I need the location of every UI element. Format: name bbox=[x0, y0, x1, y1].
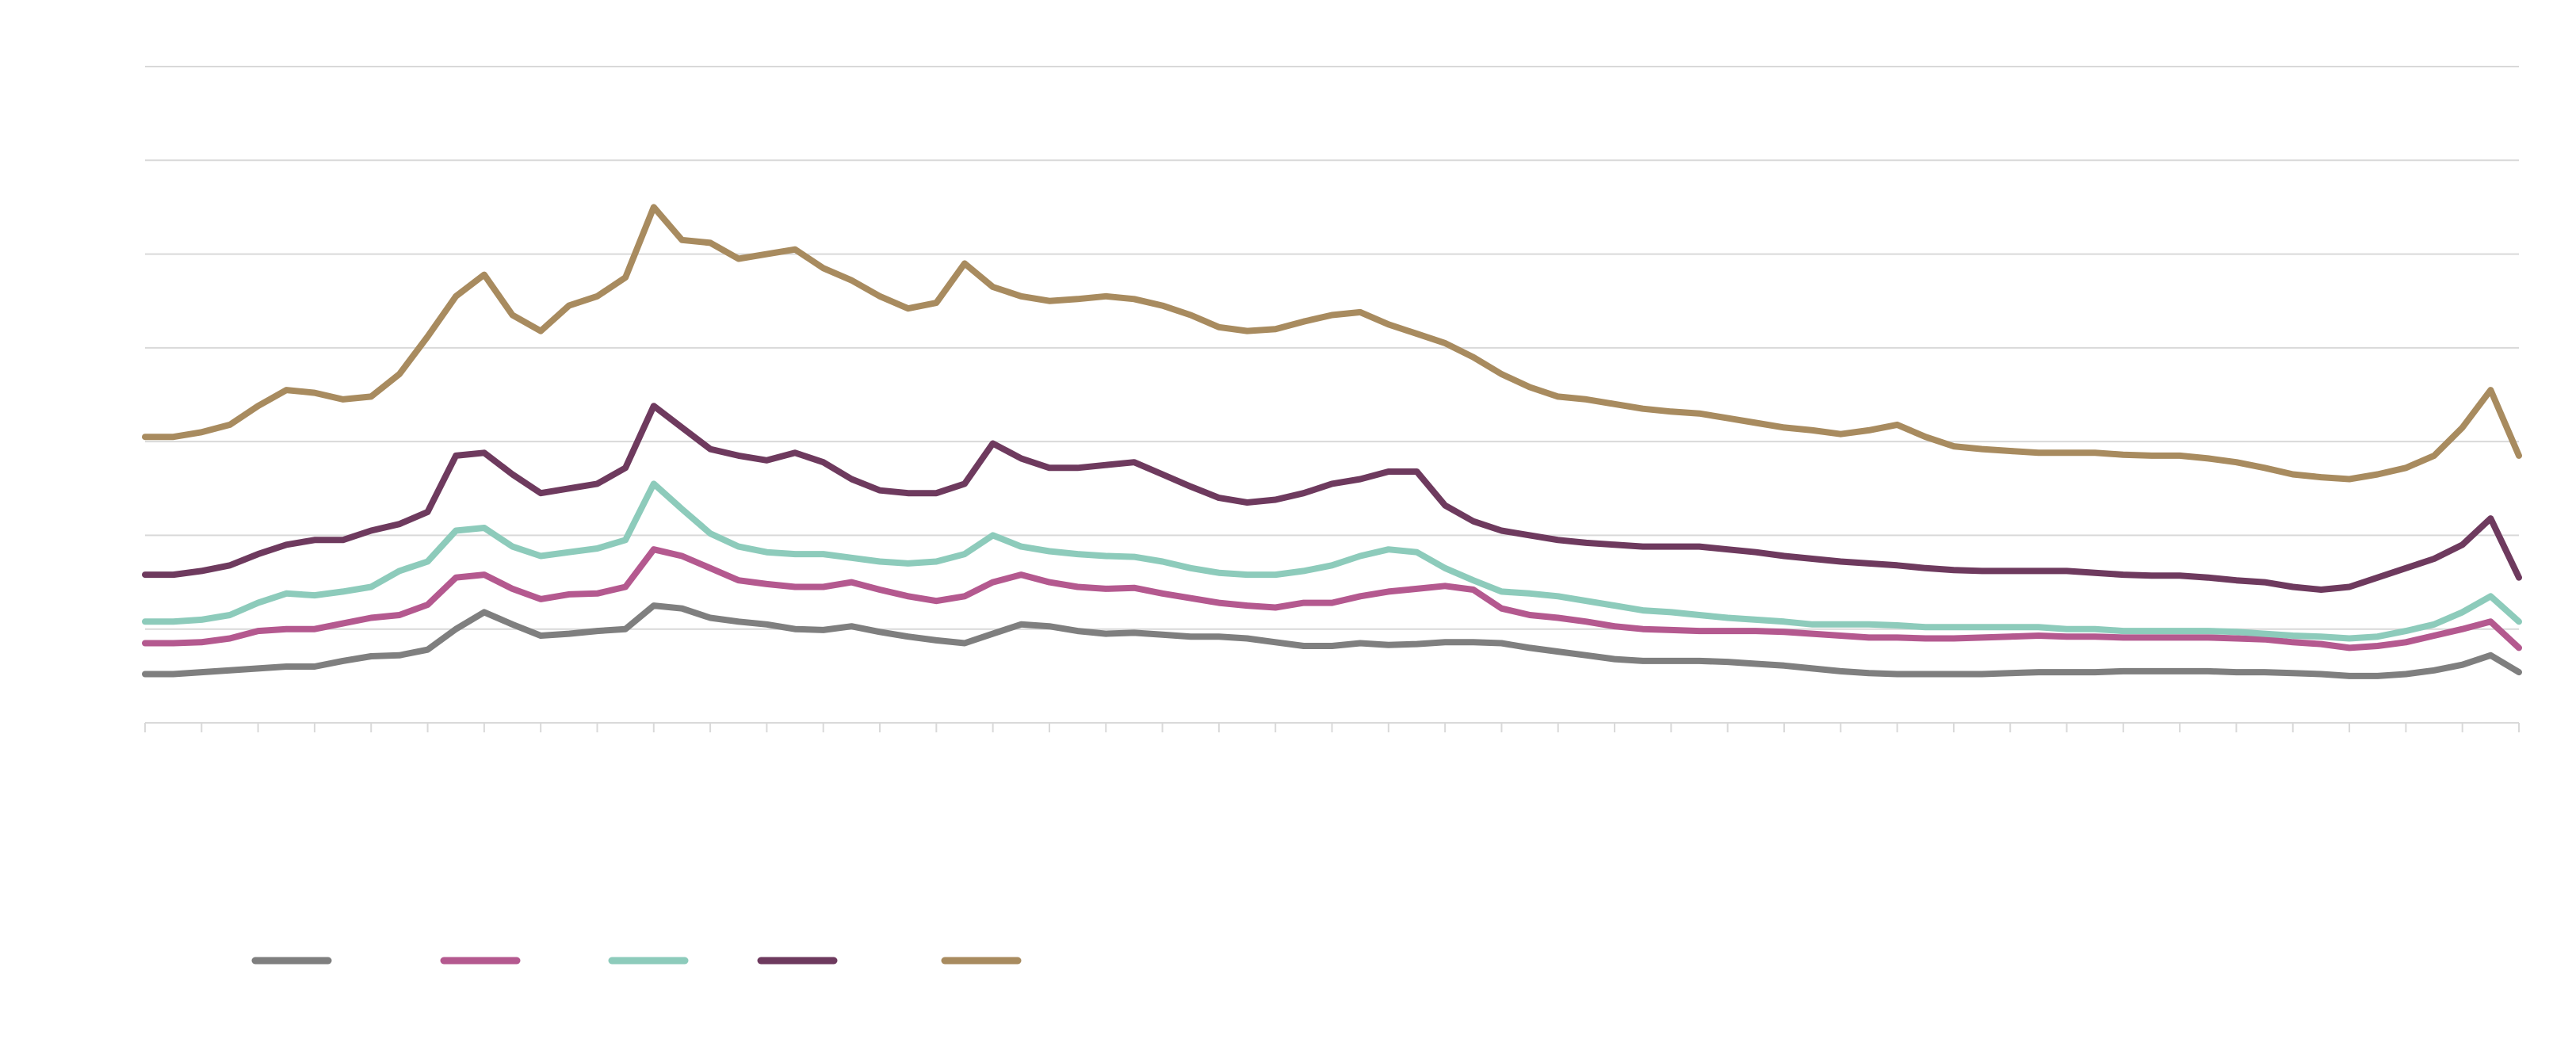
series-line-1 bbox=[142, 602, 2522, 679]
x-axis bbox=[144, 722, 2520, 732]
series-lines bbox=[142, 204, 2522, 679]
series-line-5 bbox=[142, 204, 2522, 483]
series-line-4 bbox=[142, 403, 2522, 593]
series-line-3 bbox=[142, 480, 2522, 642]
gridlines bbox=[145, 66, 2519, 630]
series-line-2 bbox=[142, 546, 2522, 652]
